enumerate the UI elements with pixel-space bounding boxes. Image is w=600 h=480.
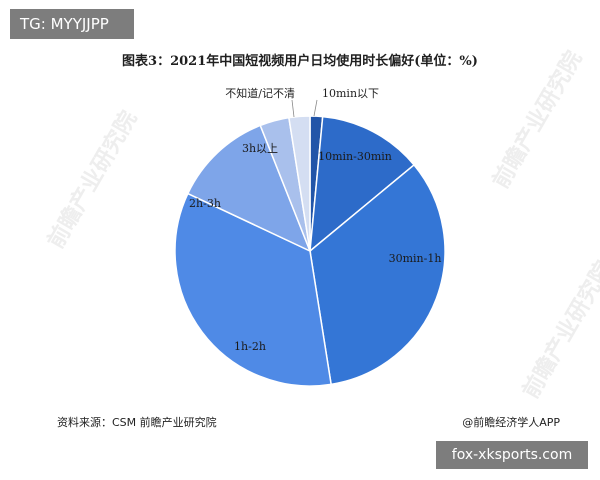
slice-label-4: 2h-3h (189, 197, 221, 210)
chart-title: 图表3：2021年中国短视频用户日均使用时长偏好(单位：%) (122, 54, 478, 69)
brand-note: @前瞻经济学人APP (462, 416, 560, 429)
leader-line-6 (291, 99, 295, 118)
pie-slices (174, 115, 446, 387)
pie-slice-1 (309, 115, 416, 253)
slice-label-5: 3h以上 (242, 142, 278, 155)
pie-slice-6 (288, 115, 311, 252)
overlay-tag-bottom: fox-xksports.com (436, 441, 588, 469)
overlay-tag-top: TG: MYYJJPP (10, 9, 134, 39)
watermark-2: 前瞻产业研究院 (518, 257, 600, 403)
slice-label-1: 10min-30min (318, 150, 392, 163)
slice-label-0: 10min以下 (322, 87, 379, 100)
watermark-0: 前瞻产业研究院 (43, 107, 143, 253)
pie-slice-3 (174, 192, 332, 387)
slice-label-6: 不知道/记不清 (225, 86, 295, 100)
pie-slice-4 (186, 124, 312, 253)
watermark-1: 前瞻产业研究院 (488, 47, 588, 193)
pie-labels: 10min以下 10min-30min 30min-1h 1h-2h 2h-3h 3h以上… (189, 86, 441, 353)
source-note: 资料来源：CSM 前瞻产业研究院 (57, 416, 217, 429)
leader-line-0 (313, 99, 318, 117)
slice-label-2: 30min-1h (389, 252, 442, 265)
slice-label-3: 1h-2h (234, 340, 266, 353)
pie-slice-2 (309, 163, 446, 386)
